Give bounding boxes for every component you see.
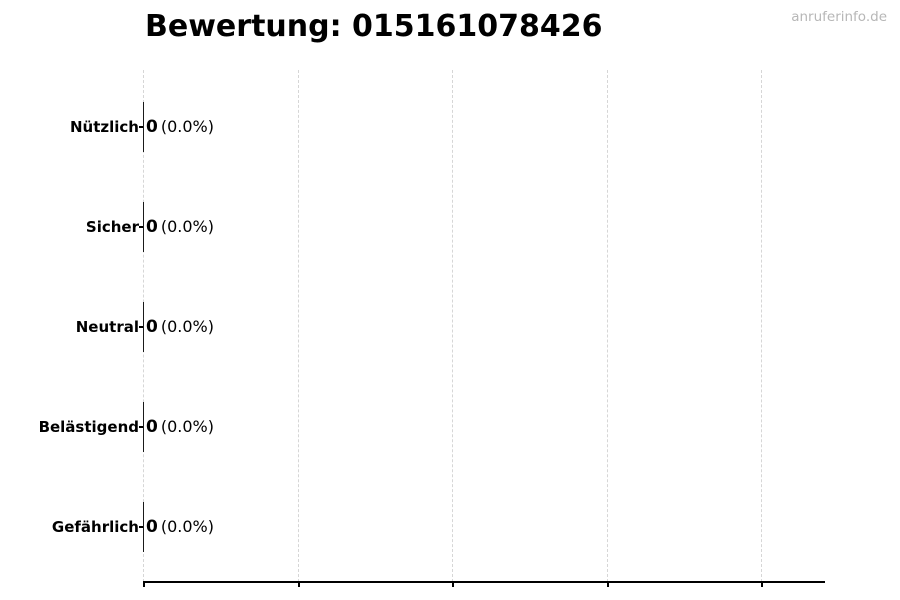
bar-sicher: [143, 202, 144, 252]
value-label-belaestigend: 0 (0.0%): [146, 416, 214, 438]
value-percent-neutral: (0.0%): [160, 317, 214, 336]
gridline-3: [607, 70, 608, 582]
value-count-nuetzlich: 0: [146, 117, 158, 137]
y-axis-tick-gefaehrlich: [139, 526, 144, 528]
y-axis-tick-neutral: [139, 326, 144, 328]
x-axis-tick-4: [761, 582, 763, 587]
x-axis-tick-3: [607, 582, 609, 587]
value-percent-sicher: (0.0%): [160, 217, 214, 236]
gridline-1: [298, 70, 299, 582]
value-label-neutral: 0 (0.0%): [146, 316, 214, 338]
x-axis-tick-2: [452, 582, 454, 587]
value-count-sicher: 0: [146, 217, 158, 237]
gridline-4: [761, 70, 762, 582]
y-axis-label-nuetzlich: Nützlich: [70, 118, 139, 136]
value-label-gefaehrlich: 0 (0.0%): [146, 516, 214, 538]
bar-neutral: [143, 302, 144, 352]
gridline-2: [452, 70, 453, 582]
value-count-belaestigend: 0: [146, 417, 158, 437]
y-axis-tick-nuetzlich: [139, 126, 144, 128]
x-axis-line: [143, 581, 825, 583]
value-label-sicher: 0 (0.0%): [146, 216, 214, 238]
value-percent-belaestigend: (0.0%): [160, 417, 214, 436]
y-axis-label-sicher: Sicher: [85, 218, 139, 236]
y-axis-tick-sicher: [139, 226, 144, 228]
bar-belaestigend: [143, 402, 144, 452]
value-percent-nuetzlich: (0.0%): [160, 117, 214, 136]
value-count-neutral: 0: [146, 317, 158, 337]
y-axis-tick-belaestigend: [139, 426, 144, 428]
x-axis-tick-0: [143, 582, 145, 587]
chart-title: Bewertung: 015161078426: [145, 9, 603, 44]
bar-gefaehrlich: [143, 502, 144, 552]
value-count-gefaehrlich: 0: [146, 517, 158, 537]
y-axis-label-gefaehrlich: Gefährlich: [51, 518, 139, 536]
site-watermark: anruferinfo.de: [791, 9, 887, 25]
value-percent-gefaehrlich: (0.0%): [160, 517, 214, 536]
y-axis-label-neutral: Neutral: [75, 318, 139, 336]
bar-nuetzlich: [143, 102, 144, 152]
y-axis-label-belaestigend: Belästigend: [38, 418, 139, 436]
plot-area: [143, 70, 825, 582]
value-label-nuetzlich: 0 (0.0%): [146, 116, 214, 138]
x-axis-tick-1: [298, 582, 300, 587]
